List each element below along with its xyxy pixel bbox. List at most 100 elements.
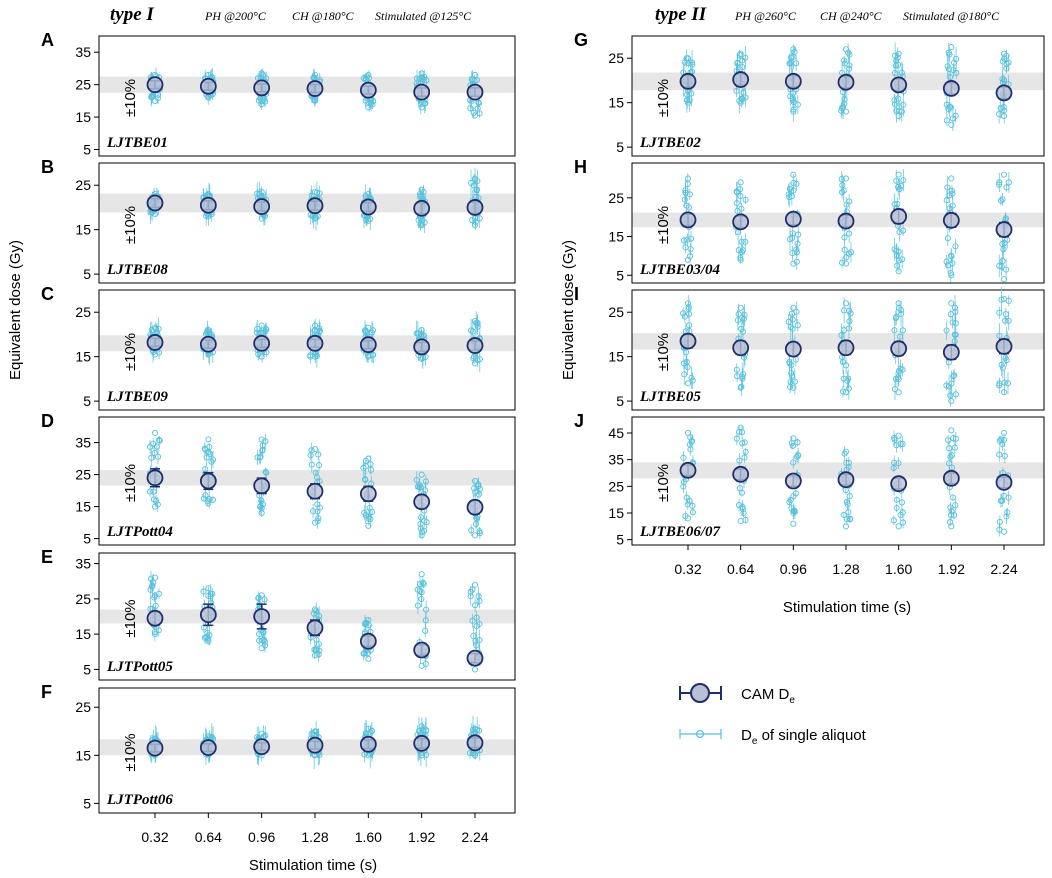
- single-point: [996, 179, 1003, 186]
- cam-point: [306, 482, 324, 500]
- single-point: [258, 101, 265, 108]
- single-point: [686, 253, 694, 260]
- single-point: [688, 438, 695, 445]
- single-point: [413, 476, 420, 483]
- single-point: [365, 725, 372, 732]
- panel-e: E 5 15 25 35 ±10% LJTPott05: [41, 547, 516, 681]
- x-tick-label: 2.24: [461, 829, 488, 845]
- single-point: [736, 428, 743, 435]
- single-point: [314, 501, 321, 508]
- single-point: [788, 362, 795, 369]
- panel-i: I 5 15 25 ±10% LJTBE05: [574, 284, 1045, 411]
- single-point: [999, 364, 1006, 371]
- cam-point-group: [679, 461, 697, 479]
- single-point: [734, 207, 741, 214]
- single-point: [948, 175, 955, 182]
- single-point: [895, 112, 902, 120]
- single-point: [738, 325, 745, 332]
- left-type-label: type I: [110, 4, 154, 25]
- single-point: [998, 361, 1005, 368]
- band-label: ±10%: [122, 733, 139, 771]
- cam-point-group: [253, 198, 271, 215]
- single-point: [740, 370, 747, 378]
- single-point: [790, 520, 797, 527]
- single-point: [474, 323, 481, 330]
- single-point: [790, 171, 797, 178]
- single-point: [471, 222, 479, 229]
- panel-f: F 5 15 25 ±10% LJTPott06 0.32 0.64 0.96 1.28 1.60 1…: [41, 682, 516, 845]
- y-tick-label: 15: [75, 626, 91, 642]
- cam-point: [146, 609, 164, 627]
- single-point: [151, 574, 159, 581]
- single-point: [688, 374, 695, 381]
- y-tick-label: 25: [608, 478, 624, 494]
- y-tick-label: 5: [83, 531, 91, 547]
- single-point: [363, 73, 371, 80]
- cam-point-group: [306, 482, 324, 500]
- single-point: [256, 454, 263, 461]
- single-point: [790, 108, 797, 115]
- single-point: [311, 519, 319, 526]
- cam-point-group: [837, 73, 855, 91]
- panel-letter: I: [574, 284, 579, 304]
- single-point: [843, 459, 850, 466]
- y-tick-label: 25: [608, 304, 624, 320]
- single-point: [422, 627, 429, 634]
- single-point: [1002, 317, 1009, 324]
- single-point: [205, 191, 212, 198]
- single-point: [261, 96, 268, 103]
- y-tick-label: 15: [75, 499, 91, 515]
- single-point: [839, 182, 846, 189]
- x-tick-label: 1.92: [408, 829, 435, 845]
- single-point: [467, 105, 474, 112]
- single-point: [684, 236, 691, 243]
- single-aliquots-group: [891, 300, 906, 401]
- sample-name: LJTPott06: [106, 792, 173, 808]
- single-point: [476, 215, 483, 222]
- single-point: [735, 247, 742, 254]
- cam-point: [359, 735, 377, 753]
- cam-point-group: [679, 72, 697, 90]
- cam-point: [466, 498, 484, 516]
- single-point: [943, 327, 950, 334]
- sample-name: LJTBE01: [106, 135, 168, 151]
- single-point: [257, 329, 264, 336]
- single-point: [258, 509, 265, 517]
- single-point: [895, 460, 902, 467]
- single-aliquots-group: [147, 570, 163, 642]
- single-point: [208, 733, 215, 740]
- cam-point: [890, 76, 908, 94]
- single-point: [207, 450, 214, 457]
- cam-point: [146, 76, 164, 94]
- single-point: [684, 256, 692, 263]
- single-point: [475, 491, 483, 498]
- single-point: [365, 522, 372, 529]
- single-point: [153, 497, 160, 504]
- cam-point: [995, 338, 1013, 355]
- single-point: [891, 386, 899, 393]
- single-point: [682, 189, 689, 196]
- single-point: [205, 213, 212, 220]
- single-point: [311, 652, 319, 659]
- single-aliquots-group: [786, 44, 801, 122]
- single-point: [417, 101, 424, 108]
- x-tick-label: 1.28: [301, 829, 328, 845]
- band-label: ±10%: [122, 79, 139, 117]
- cam-point: [253, 608, 271, 625]
- single-point: [205, 328, 212, 336]
- single-point: [943, 382, 950, 389]
- single-point: [467, 593, 474, 600]
- cam-point-group: [199, 77, 217, 95]
- single-point: [422, 617, 429, 624]
- single-point: [793, 246, 800, 253]
- single-point: [891, 436, 898, 443]
- single-point: [418, 662, 425, 669]
- single-point: [948, 252, 955, 259]
- cam-point: [199, 335, 217, 353]
- single-point: [790, 46, 797, 53]
- single-point: [738, 383, 745, 390]
- cam-point: [253, 334, 271, 352]
- single-point: [839, 259, 846, 266]
- single-point: [1003, 357, 1010, 364]
- single-point: [259, 501, 266, 508]
